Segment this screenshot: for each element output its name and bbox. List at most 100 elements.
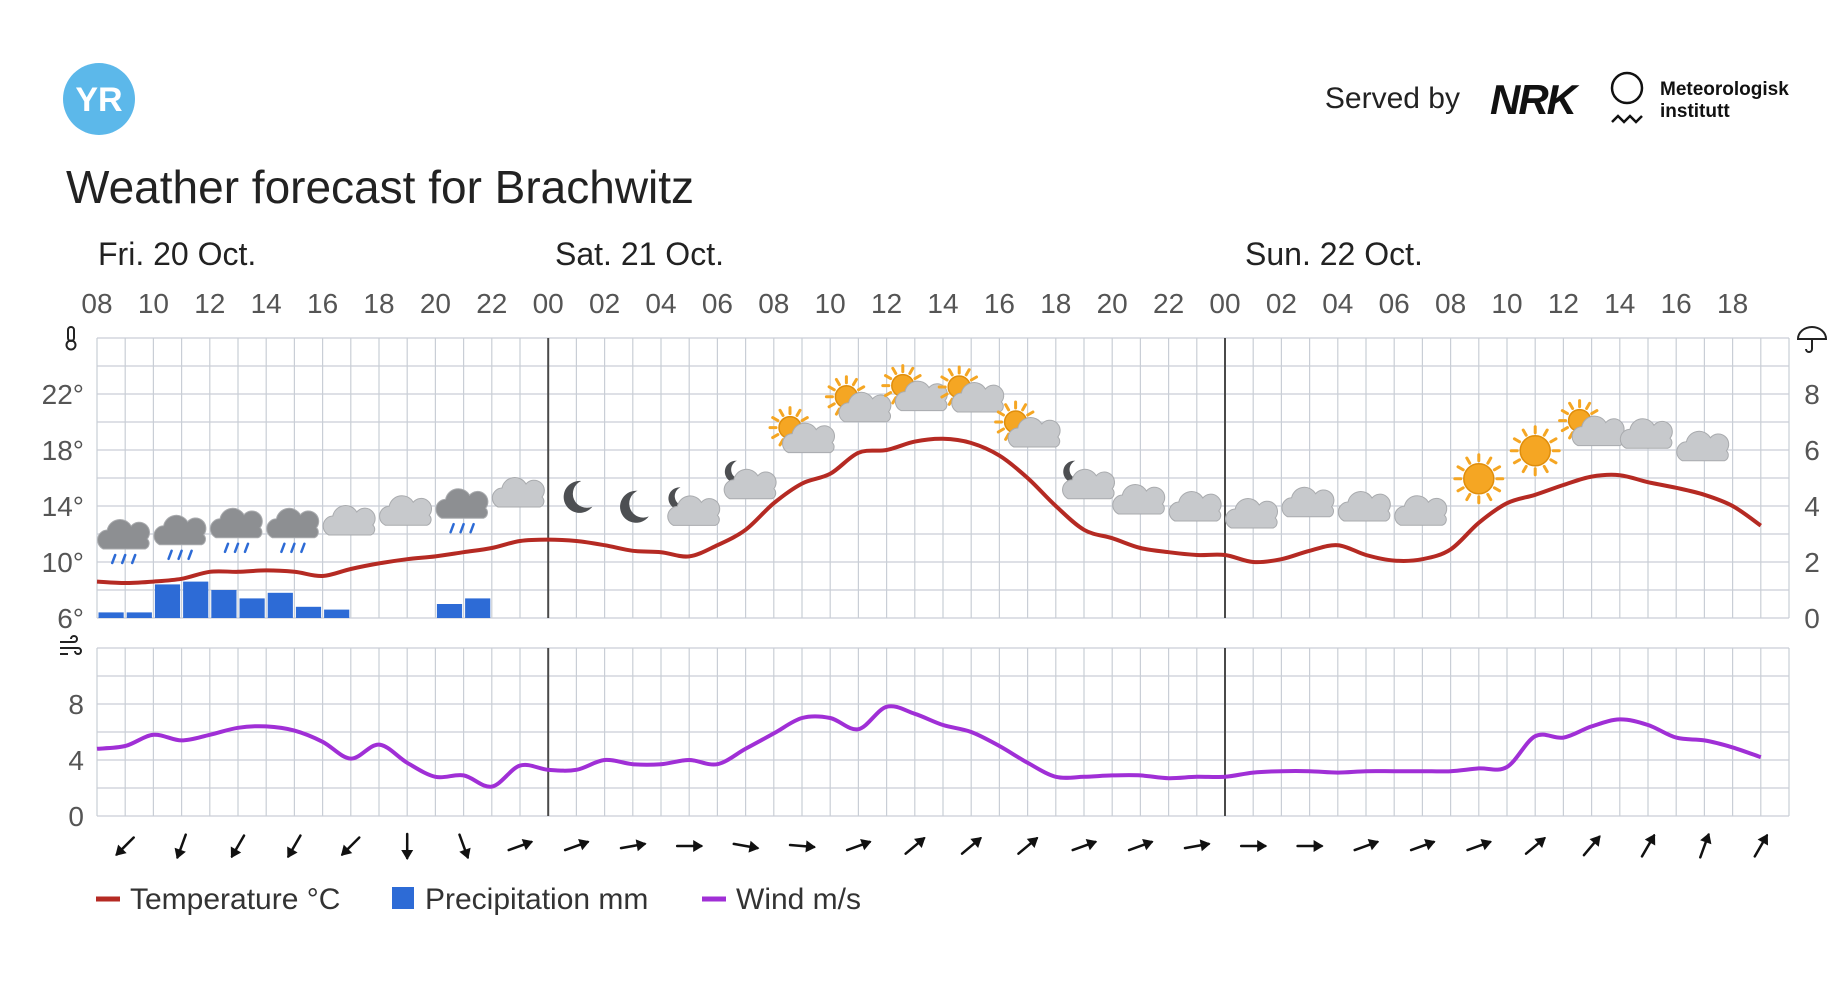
wind-direction-arrow (788, 840, 816, 853)
cloudy-icon (1112, 484, 1166, 515)
wind-direction-arrow (1071, 838, 1098, 852)
precipitation-tick-label: 2 (1804, 547, 1820, 578)
cloudy-icon (1168, 491, 1222, 522)
cloud-shape (667, 495, 721, 526)
sun-ray (996, 410, 1005, 417)
arrow-head (1142, 838, 1154, 851)
cloud-shape (1168, 491, 1222, 522)
met-logo-line2: institutt (1660, 101, 1730, 122)
rain-icon (153, 514, 207, 561)
precipitation-bar (324, 609, 350, 618)
sun-ray (1560, 426, 1569, 433)
sun-ray (883, 391, 893, 398)
arrow-head (1589, 835, 1601, 847)
x-tick-label: 10 (138, 288, 169, 319)
wind-direction-arrow (675, 840, 704, 852)
cloudy-icon (491, 477, 545, 508)
sun-ray (1486, 456, 1493, 465)
rain-drop (280, 542, 286, 554)
x-tick-label: 18 (1717, 288, 1748, 319)
precipitation-tick-label: 0 (1804, 603, 1820, 634)
arrow-head (1480, 838, 1492, 851)
partly-sunny-icon (1558, 399, 1625, 447)
nrk-logo[interactable]: NRK (1490, 76, 1582, 123)
rain-drop (290, 542, 296, 554)
wind-direction-arrow (1017, 837, 1039, 855)
sun-disc (1519, 435, 1551, 467)
wind-series (96, 704, 1762, 789)
sun-ray (1521, 428, 1528, 437)
cloud-shape (1676, 430, 1730, 462)
wind-direction-arrow (1127, 838, 1154, 852)
rain-drop (167, 549, 173, 561)
cloud-shape (435, 488, 489, 519)
day-labels: Fri. 20 Oct. Sat. 21 Oct. Sun. 22 Oct. (98, 236, 1423, 272)
x-tick-label: 12 (1548, 288, 1579, 319)
x-tick-label: 16 (307, 288, 338, 319)
sun-ray (1542, 464, 1549, 474)
cloud-shape (782, 422, 835, 454)
arrow-head (1199, 839, 1211, 852)
precipitation-bar (295, 606, 322, 618)
wind-icon (60, 635, 82, 655)
sun-ray (891, 366, 898, 375)
x-tick-labels: 08 10 12 14 16 18 20 22 00 02 04 06 08 10 12 14 16 18 20 22… (81, 288, 1748, 319)
temperature-tick-label: 6° (57, 603, 84, 634)
x-tick-label: 06 (1379, 288, 1410, 319)
served-by-label: Served by (1325, 82, 1460, 115)
wind-direction-arrow (904, 837, 926, 855)
cloudy-icon (1619, 418, 1673, 449)
precipitation-bar (465, 598, 491, 618)
partly-cloudy-night-icon (1062, 460, 1115, 500)
cloudy-icon (1676, 430, 1730, 462)
partly-sunny-icon (994, 400, 1061, 448)
yr-logo-text: YR (75, 81, 122, 119)
cloud-shape (153, 514, 207, 546)
wind-tick-label: 4 (68, 745, 84, 776)
x-tick-label: 04 (645, 288, 676, 319)
umbrella-icon (1796, 326, 1828, 353)
legend-precipitation-swatch (392, 887, 414, 909)
wind-direction-arrow (1753, 833, 1769, 858)
arrow-head (860, 838, 872, 851)
sun-ray (940, 392, 949, 399)
sun-ray (996, 427, 1005, 434)
arrow-head (1085, 838, 1098, 851)
precipitation-bar (267, 592, 293, 618)
sun-ray (913, 374, 922, 381)
temperature-tick-label: 10° (42, 547, 84, 578)
wind-line (96, 704, 1762, 789)
x-tick-label: 12 (871, 288, 902, 319)
yr-logo[interactable]: YR (63, 63, 135, 135)
weather-icons (97, 364, 1730, 565)
cloud-shape (379, 495, 432, 526)
sun-icon (1509, 425, 1561, 477)
sun-ray (1585, 401, 1592, 410)
rain-drop (110, 553, 117, 565)
x-tick-label: 08 (81, 288, 112, 319)
wind-direction-arrow (401, 832, 414, 860)
arrow-head (578, 838, 590, 851)
sun-ray (778, 408, 785, 417)
wind-direction-arrow (1524, 837, 1546, 855)
cloud-shape (97, 519, 150, 550)
wind-direction-arrow (1409, 838, 1436, 852)
sun-ray (1465, 456, 1472, 465)
temperature-series (96, 436, 1762, 585)
arrow-head (748, 840, 760, 853)
arrow-head (459, 847, 471, 860)
cloudy-icon (1225, 498, 1278, 529)
sun-ray (827, 385, 836, 392)
sun-ray (1456, 465, 1465, 472)
wind-direction-arrow (845, 838, 872, 852)
sun-ray (1026, 410, 1035, 417)
legend-temperature-label: Temperature °C (130, 883, 340, 916)
cloud-shape (1225, 498, 1278, 529)
met-logo-circle-icon (1610, 71, 1644, 105)
sun-ray (1486, 492, 1493, 502)
precipitation-bar (239, 598, 265, 618)
sun-ray (1465, 492, 1472, 502)
met-logo[interactable]: Meteorologisk institutt (1610, 71, 1789, 124)
cloud-shape (1112, 484, 1166, 515)
